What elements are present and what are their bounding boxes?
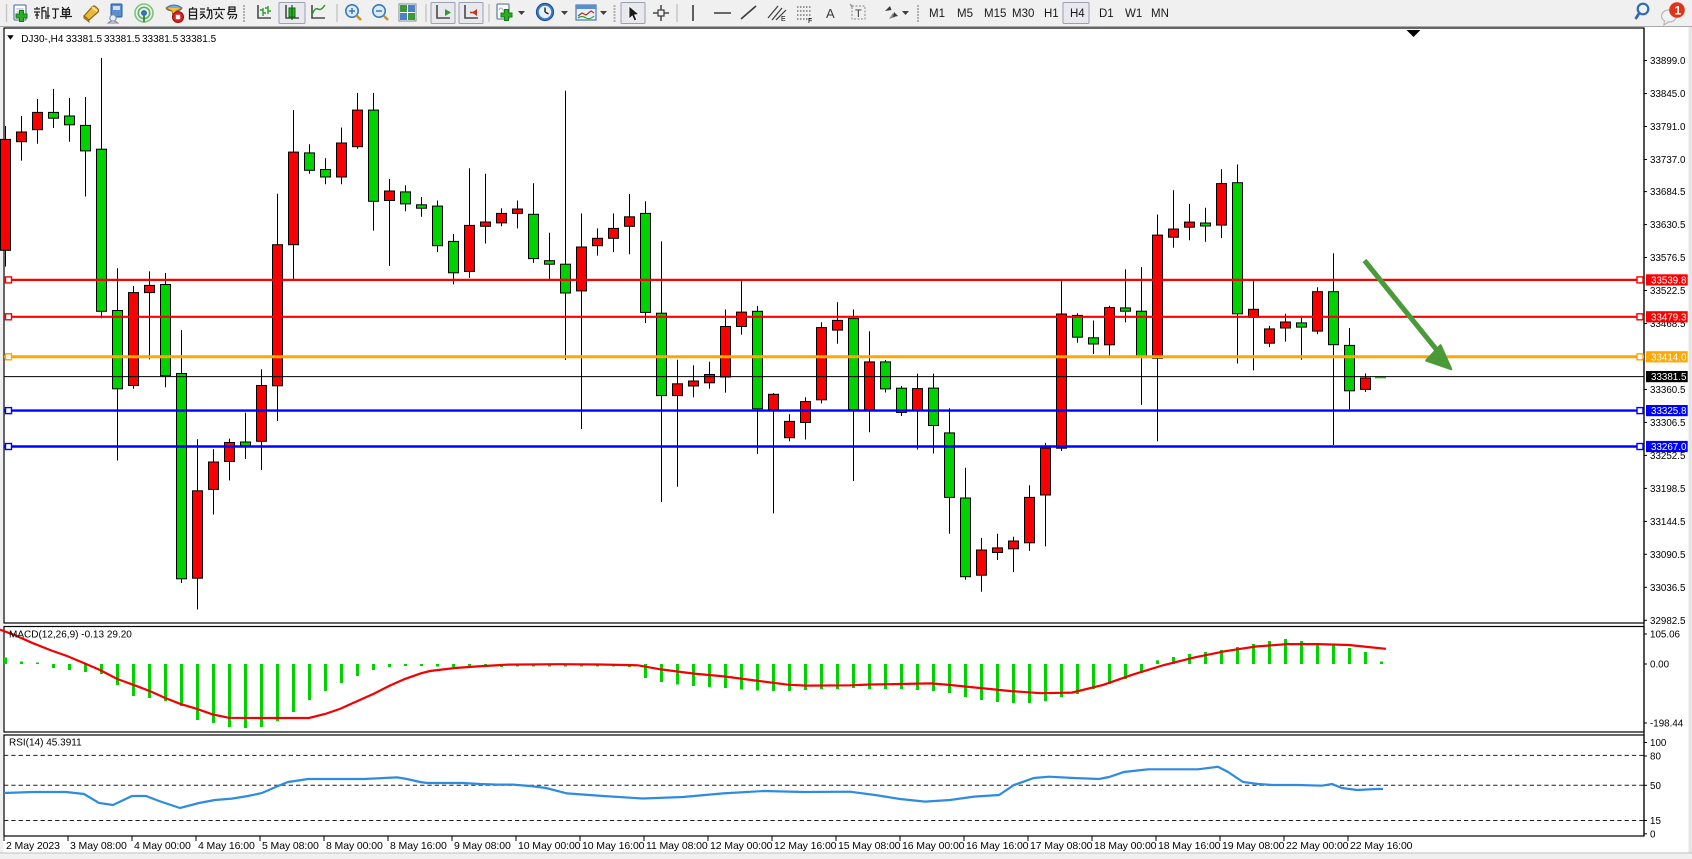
svg-text:80: 80	[1650, 752, 1661, 763]
svg-text:4 May 16:00: 4 May 16:00	[198, 840, 255, 852]
svg-text:8 May 16:00: 8 May 16:00	[390, 840, 447, 852]
svg-text:33267.0: 33267.0	[1651, 442, 1687, 453]
svg-text:A: A	[826, 6, 835, 21]
svg-text:0: 0	[1650, 829, 1656, 840]
svg-text:33845.0: 33845.0	[1650, 89, 1686, 100]
svg-text:33381.5: 33381.5	[1651, 372, 1687, 383]
svg-text:15: 15	[1650, 816, 1661, 827]
svg-text:15 May 08:00: 15 May 08:00	[838, 840, 901, 852]
svg-text:33468.5: 33468.5	[1650, 319, 1686, 330]
svg-text:11 May 08:00: 11 May 08:00	[646, 840, 708, 852]
svg-text:M1: M1	[929, 8, 945, 20]
svg-text:33576.5: 33576.5	[1650, 253, 1686, 264]
svg-text:10 May 00:00: 10 May 00:00	[518, 840, 581, 852]
svg-text:16 May 16:00: 16 May 16:00	[966, 840, 1029, 852]
svg-text:50: 50	[1650, 781, 1661, 792]
svg-text:22 May 00:00: 22 May 00:00	[1286, 840, 1349, 852]
svg-text:33381.5: 33381.5	[142, 34, 179, 45]
svg-text:W1: W1	[1125, 8, 1142, 20]
svg-text:2 May 2023: 2 May 2023	[6, 840, 60, 852]
svg-text:33899.0: 33899.0	[1650, 56, 1686, 67]
svg-text:10 May 16:00: 10 May 16:00	[582, 840, 645, 852]
svg-text:MN: MN	[1151, 8, 1169, 20]
svg-text:17 May 08:00: 17 May 08:00	[1030, 840, 1093, 852]
svg-text:M5: M5	[957, 8, 973, 20]
svg-text:18 May 16:00: 18 May 16:00	[1158, 840, 1221, 852]
svg-text:0.00: 0.00	[1650, 660, 1670, 671]
svg-text:19 May 08:00: 19 May 08:00	[1222, 840, 1285, 852]
svg-text:9 May 08:00: 9 May 08:00	[454, 840, 511, 852]
svg-text:33630.5: 33630.5	[1650, 220, 1686, 231]
svg-text:33360.5: 33360.5	[1650, 385, 1686, 396]
svg-text:16 May 00:00: 16 May 00:00	[902, 840, 965, 852]
svg-text:33414.0: 33414.0	[1651, 352, 1687, 363]
svg-text:33144.5: 33144.5	[1650, 517, 1686, 528]
svg-text:33791.0: 33791.0	[1650, 122, 1686, 133]
svg-text:32982.5: 32982.5	[1650, 616, 1686, 627]
svg-text:M15: M15	[984, 8, 1006, 20]
svg-text:H1: H1	[1044, 8, 1059, 20]
svg-text:DJ30-,H4: DJ30-,H4	[21, 34, 64, 45]
svg-text:33737.0: 33737.0	[1650, 155, 1686, 166]
svg-text:E: E	[781, 16, 786, 23]
svg-text:33479.3: 33479.3	[1651, 312, 1687, 323]
svg-text:RSI(14) 45.3911: RSI(14) 45.3911	[9, 738, 82, 749]
svg-text:12 May 16:00: 12 May 16:00	[774, 840, 837, 852]
svg-text:33090.5: 33090.5	[1650, 550, 1686, 561]
svg-text:33306.5: 33306.5	[1650, 418, 1686, 429]
svg-text:100: 100	[1650, 738, 1667, 749]
svg-text:33684.5: 33684.5	[1650, 187, 1686, 198]
svg-text:-198.44: -198.44	[1650, 719, 1684, 730]
svg-text:33381.5: 33381.5	[104, 34, 141, 45]
svg-text:33539.8: 33539.8	[1651, 276, 1687, 287]
svg-text:33252.5: 33252.5	[1650, 451, 1686, 462]
svg-text:33325.8: 33325.8	[1651, 406, 1687, 417]
svg-text:33381.5: 33381.5	[180, 34, 217, 45]
svg-text:T: T	[855, 8, 862, 20]
svg-text:4 May 00:00: 4 May 00:00	[134, 840, 191, 852]
svg-text:33522.5: 33522.5	[1650, 286, 1686, 297]
svg-text:H4: H4	[1070, 8, 1085, 20]
svg-text:33036.5: 33036.5	[1650, 583, 1686, 594]
svg-text:F: F	[808, 18, 812, 25]
svg-text:8 May 00:00: 8 May 00:00	[326, 840, 383, 852]
svg-text:3 May 08:00: 3 May 08:00	[70, 840, 127, 852]
svg-text:33381.5: 33381.5	[66, 34, 103, 45]
svg-text:12 May 00:00: 12 May 00:00	[710, 840, 773, 852]
svg-text:M30: M30	[1012, 8, 1034, 20]
svg-text:MACD(12,26,9) -0.13 29.20: MACD(12,26,9) -0.13 29.20	[9, 630, 132, 641]
svg-text:5 May 08:00: 5 May 08:00	[262, 840, 319, 852]
svg-text:D1: D1	[1099, 8, 1114, 20]
svg-text:18 May 00:00: 18 May 00:00	[1094, 840, 1157, 852]
svg-text:1: 1	[1675, 4, 1682, 18]
svg-text:105.06: 105.06	[1650, 630, 1681, 641]
svg-text:22 May 16:00: 22 May 16:00	[1350, 840, 1413, 852]
svg-text:33198.5: 33198.5	[1650, 484, 1686, 495]
